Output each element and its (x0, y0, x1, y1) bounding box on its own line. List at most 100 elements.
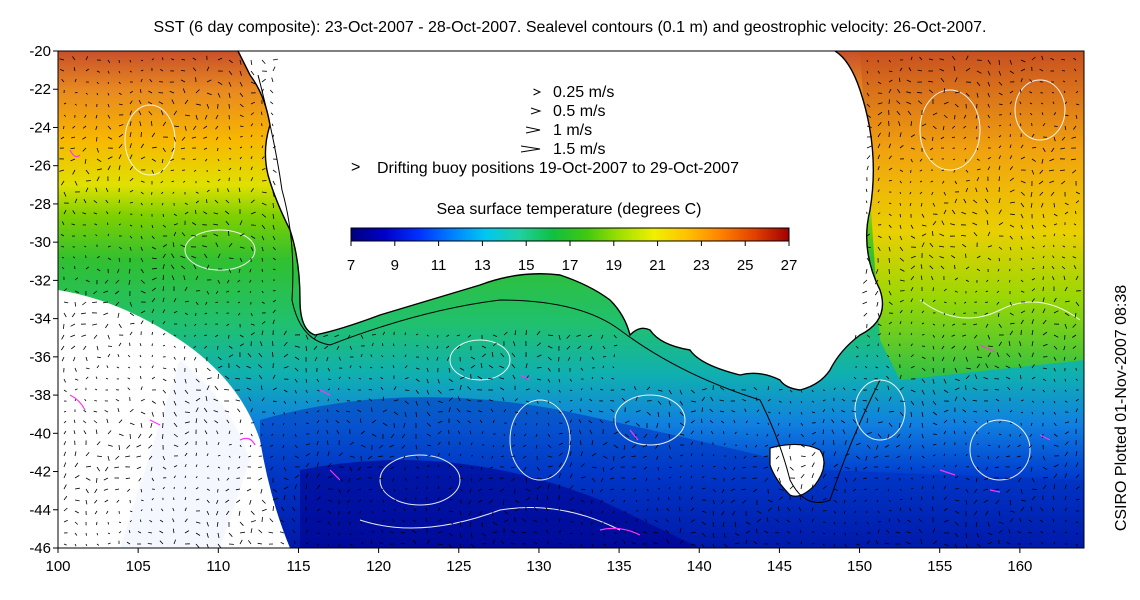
velocity-vector (225, 499, 230, 503)
velocity-vector (811, 411, 816, 414)
velocity-vector (656, 422, 659, 428)
velocity-vector (877, 433, 882, 439)
velocity-vector (129, 422, 135, 426)
velocity-vector (382, 331, 386, 336)
velocity-vector (348, 477, 351, 483)
velocity-vector (269, 455, 274, 459)
velocity-vector (368, 488, 373, 491)
velocity-vector (822, 440, 824, 446)
velocity-vector (281, 506, 285, 512)
velocity-vector (448, 521, 454, 525)
velocity-vector (811, 495, 814, 501)
velocity-vector (972, 387, 978, 391)
velocity-vector (921, 224, 927, 227)
velocity-vector (357, 466, 362, 471)
velocity-vector (822, 510, 827, 512)
velocity-vector (73, 430, 76, 435)
velocity-vector (192, 57, 197, 61)
velocity-vector (612, 510, 615, 514)
velocity-vector (446, 356, 450, 361)
velocity-vector (558, 442, 564, 446)
velocity-vector (59, 169, 65, 172)
velocity-vector (217, 253, 221, 259)
velocity-vector (841, 398, 846, 402)
velocity-vector (81, 334, 87, 337)
velocity-vector (162, 147, 166, 153)
velocity-vector (401, 519, 406, 523)
velocity-vector (943, 453, 946, 457)
velocity-vector (943, 409, 949, 413)
velocity-vector (140, 235, 143, 240)
velocity-vector (159, 519, 164, 523)
velocity-vector (896, 100, 901, 105)
velocity-vector (74, 103, 77, 106)
velocity-vector (171, 275, 175, 281)
velocity-vector (117, 407, 120, 413)
velocity-vector (1020, 499, 1026, 502)
velocity-vector (261, 397, 265, 402)
velocity-vector (382, 499, 385, 503)
velocity-legend-label: 0.5 m/s (553, 103, 605, 120)
velocity-vector (522, 455, 527, 459)
velocity-vector (107, 430, 112, 435)
velocity-vector (1029, 91, 1033, 94)
velocity-vector (1042, 477, 1049, 479)
velocity-vector (1053, 136, 1056, 142)
velocity-vector (512, 374, 516, 380)
velocity-vector (173, 223, 178, 226)
velocity-vector (928, 80, 934, 83)
velocity-vector (1049, 169, 1055, 172)
velocity-vector (338, 387, 340, 391)
velocity-vector (940, 265, 945, 270)
velocity-vector (118, 176, 120, 182)
velocity-vector (85, 367, 90, 370)
velocity-vector (741, 488, 747, 491)
velocity-vector (95, 125, 98, 131)
velocity-vector (888, 167, 893, 171)
velocity-vector (1009, 90, 1014, 94)
velocity-vector (279, 519, 285, 523)
velocity-vector (85, 532, 87, 536)
velocity-vector (469, 430, 472, 435)
velocity-vector (910, 275, 915, 281)
velocity-vector (184, 411, 191, 413)
velocity-vector (866, 418, 869, 424)
velocity-vector (250, 134, 253, 138)
velocity-vector (477, 410, 483, 413)
velocity-vector (1053, 345, 1058, 350)
velocity-vector (985, 363, 989, 369)
velocity-vector (863, 312, 868, 317)
velocity-vector (789, 455, 792, 461)
velocity-vector (72, 169, 76, 175)
velocity-vector (456, 334, 461, 337)
velocity-vector (1006, 455, 1011, 458)
velocity-vector (139, 354, 142, 358)
velocity-vector (457, 396, 461, 402)
velocity-vector (248, 455, 252, 458)
velocity-vector (778, 400, 782, 403)
velocity-vector (719, 386, 725, 391)
velocity-vector (535, 444, 538, 449)
velocity-vector (985, 290, 989, 293)
velocity-vector (162, 378, 167, 382)
velocity-vector (205, 301, 208, 305)
velocity-vector (193, 356, 197, 361)
velocity-vector (998, 529, 1003, 534)
velocity-vector (800, 433, 804, 438)
velocity-vector (61, 246, 65, 248)
velocity-vector (668, 466, 673, 469)
velocity-vector (448, 367, 451, 373)
velocity-vector (140, 213, 143, 217)
velocity-vector (96, 356, 101, 359)
velocity-vector (798, 507, 802, 512)
velocity-vector (268, 531, 274, 534)
velocity-vector (752, 488, 758, 493)
velocity-vector (888, 422, 893, 428)
velocity-vector (865, 455, 868, 461)
velocity-vector (61, 256, 65, 259)
velocity-vector (513, 341, 516, 347)
velocity-vector (105, 211, 109, 215)
velocity-vector (239, 59, 242, 65)
velocity-vector (63, 125, 65, 130)
velocity-vector (217, 356, 222, 361)
